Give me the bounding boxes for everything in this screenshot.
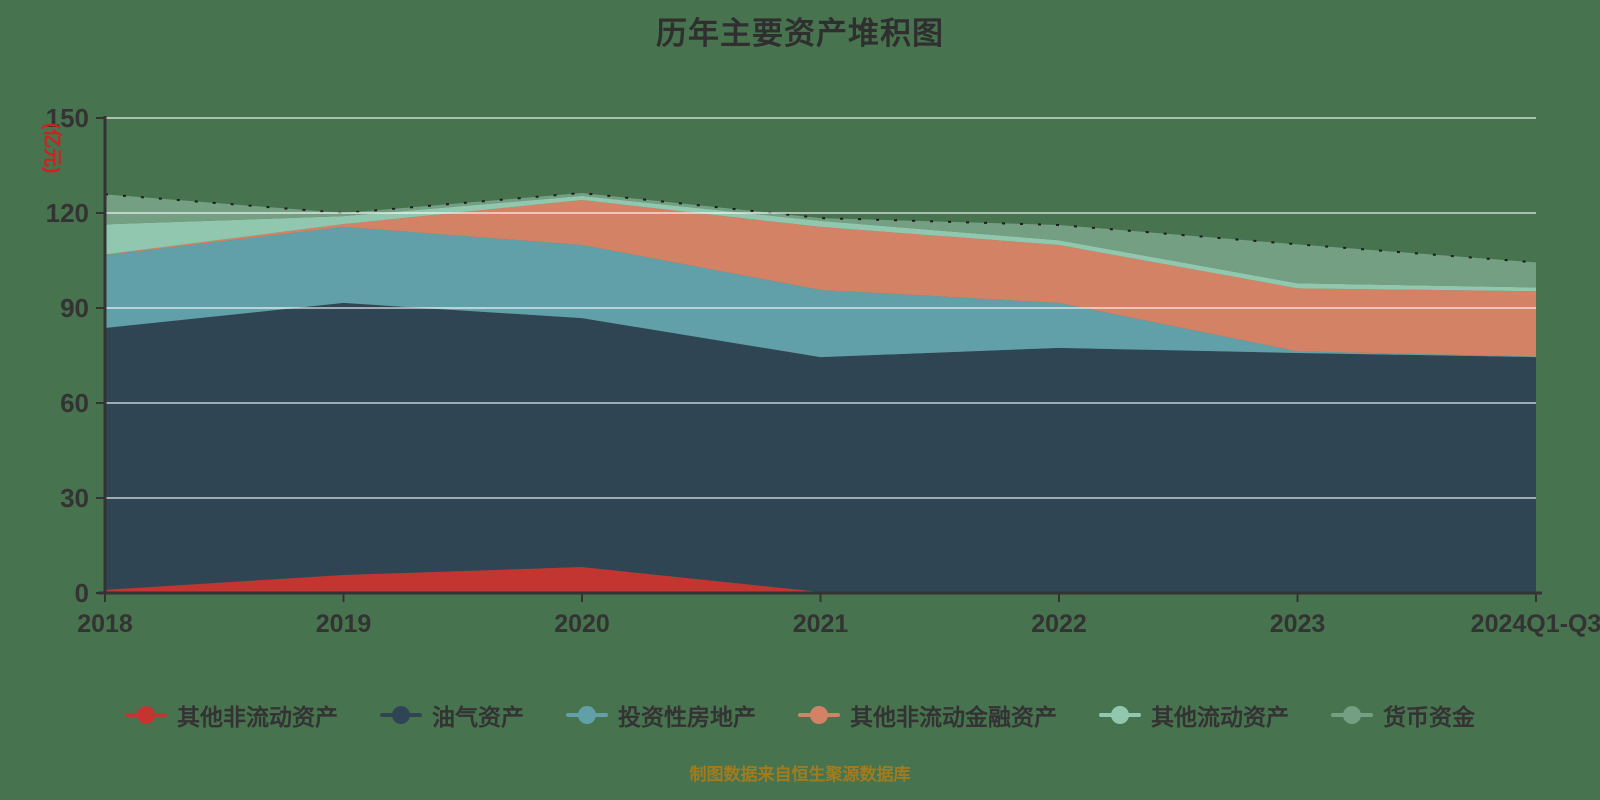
legend-label: 投资性房地产	[618, 704, 756, 730]
data-source-note: 制图数据来自恒生聚源数据库	[689, 765, 911, 784]
area-series-0[interactable]	[105, 567, 1536, 593]
y-axis-name: (亿元)	[41, 123, 64, 174]
legend-label: 其他非流动金融资产	[850, 704, 1057, 730]
legend-label: 货币资金	[1383, 704, 1475, 730]
x-axis-label-2020: 2020	[554, 610, 610, 638]
legend-label: 其他非流动资产	[177, 704, 338, 730]
area-series-3[interactable]	[105, 200, 1536, 357]
area-series-1[interactable]	[105, 302, 1536, 593]
legend-line-dot-icon	[380, 706, 422, 724]
y-axis-label-0: 0	[75, 578, 89, 608]
x-axis-label-2022: 2022	[1031, 610, 1087, 638]
legend-label: 油气资产	[432, 704, 524, 730]
legend-item-0[interactable]: 其他非流动资产	[125, 698, 338, 732]
legend-item-4[interactable]: 其他流动资产	[1099, 698, 1289, 732]
y-axis-label-60: 60	[60, 388, 89, 418]
y-axis-label-150: 150	[46, 103, 89, 133]
legend-line-dot-icon	[125, 706, 167, 724]
y-axis-label-30: 30	[60, 483, 89, 513]
legend-line-dot-icon	[566, 706, 608, 724]
legend-line-dot-icon	[798, 706, 840, 724]
legend-label: 其他流动资产	[1151, 704, 1289, 730]
x-axis-label-2019: 2019	[316, 610, 372, 638]
chart-title: 历年主要资产堆积图	[656, 16, 944, 51]
legend-item-5[interactable]: 货币资金	[1331, 698, 1475, 732]
legend-item-1[interactable]: 油气资产	[380, 698, 524, 732]
legend-line-dot-icon	[1099, 706, 1141, 724]
x-axis-label-2018: 2018	[77, 610, 133, 638]
x-axis-label-2021: 2021	[793, 610, 849, 638]
legend-line-dot-icon	[1331, 706, 1373, 724]
area-series-5[interactable]	[105, 193, 1536, 288]
x-axis-label-2024Q1-Q3: 2024Q1-Q3	[1471, 610, 1600, 638]
chart-legend: 其他非流动资产 油气资产 投资性房地产 其他非流动金融资产 其他流动资产 货币资金	[0, 698, 1600, 732]
legend-item-2[interactable]: 投资性房地产	[566, 698, 756, 732]
x-axis-label-2023: 2023	[1270, 610, 1326, 638]
area-series-2[interactable]	[105, 226, 1536, 358]
y-axis-label-120: 120	[46, 198, 89, 228]
y-axis-label-90: 90	[60, 293, 89, 323]
legend-item-3[interactable]: 其他非流动金融资产	[798, 698, 1057, 732]
